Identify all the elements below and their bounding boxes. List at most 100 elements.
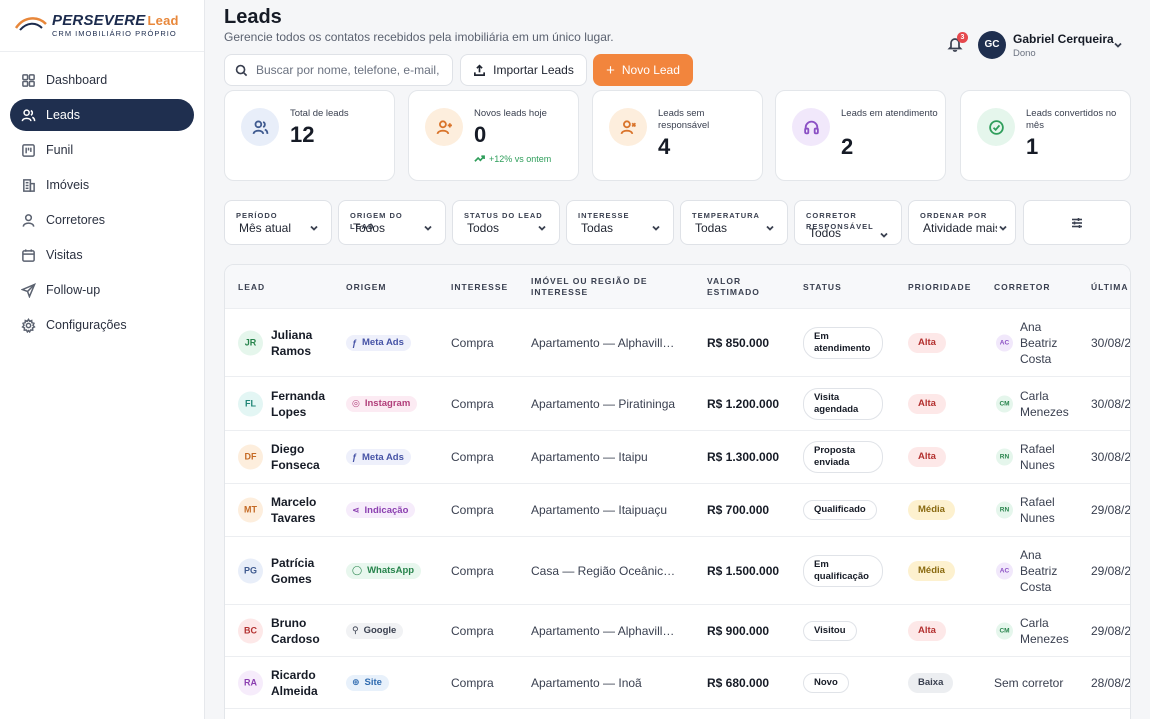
column-header-imovel[interactable]: Imóvel ou região de interesse [531,276,648,297]
estimated-value: R$ 700.000 [707,503,770,517]
filter-value: Todos [353,221,386,235]
filter-status[interactable]: Status do lead Todos [452,200,560,245]
sidebar-item-label: Leads [46,108,81,122]
filter-origem[interactable]: Origem do lead Todos [338,200,446,245]
headset-icon [792,108,830,146]
filter-interesse[interactable]: Interesse Todas [566,200,674,245]
lead-name[interactable]: Juliana Ramos [271,327,313,358]
sidebar-item-imoveis[interactable]: Imóveis [10,169,194,201]
stat-value: 12 [290,122,315,147]
table-row[interactable]: BC Bruno Cardoso ⚲ Google Compra Apartame… [225,605,1130,657]
chevron-down-icon[interactable] [1112,38,1124,50]
estimated-value: R$ 1.300.000 [707,450,780,464]
last-activity-date: 30/08/2024 [1091,335,1131,350]
user-x-icon [609,108,647,146]
priority-badge: Baixa [908,672,954,693]
filter-label: Período [236,211,278,220]
sidebar-item-label: Follow-up [46,283,101,297]
property: Apartamento — Itaipuaçu [531,503,668,517]
column-header-prioridade[interactable]: Prioridade [908,282,972,292]
new-lead-button[interactable]: + Novo Lead [593,54,693,86]
globe-icon: ⊕ [352,677,360,687]
column-header-ultima[interactable]: Última [1091,282,1129,292]
sidebar-item-leads[interactable]: Leads [10,99,194,131]
filter-value: Mês atual [239,221,292,235]
interest: Compra [451,503,494,517]
table-row[interactable]: MT Marcelo Tavares ⋖ Indicação Compra Apa… [225,484,1130,537]
broker-name: Sem corretor [994,675,1064,690]
broker-avatar: AC [996,562,1013,579]
page-title: Leads [224,6,282,28]
broker-name: Carla Menezes [1020,388,1069,419]
column-header-interesse[interactable]: Interesse [451,282,509,292]
leads-table: Lead Origem Interesse Imóvel ou região d… [224,264,1131,719]
column-header-lead[interactable]: Lead [238,282,266,292]
user-name[interactable]: Gabriel Cerqueira [1013,32,1114,46]
interest: Compra [451,335,494,350]
priority-badge: Média [908,500,955,520]
avatar[interactable]: GC [978,31,1006,59]
brand-name: PERSEVERE [52,12,146,30]
import-leads-label: Importar Leads [493,63,574,77]
source-badge: ƒ Meta Ads [346,449,411,465]
lead-name[interactable]: Marcelo Tavares [271,495,317,525]
user-plus-icon [425,108,463,146]
sidebar-item-visitas[interactable]: Visitas [10,239,194,271]
filter-ordenar[interactable]: Ordenar por Atividade mais recente [908,200,1016,245]
broker-avatar: RN [996,501,1013,519]
column-header-status[interactable]: Status [803,282,842,292]
filter-corretor[interactable]: Corretor responsável Todos [794,200,902,245]
search-icon: ⚲ [352,625,359,635]
brand-logo[interactable]: PERSEVERE Lead CRM IMOBILIÁRIO PRÓPRIO [0,0,204,52]
table-row[interactable]: DF Diego Fonseca ƒ Meta Ads Compra Aparta… [225,431,1130,484]
table-row[interactable]: JR Juliana Ramos ƒ Meta Ads Compra Aparta… [225,309,1131,377]
broker-name: Carla Menezes [1020,615,1069,646]
column-header-corretor[interactable]: Corretor [994,282,1051,292]
page-subtitle: Gerencie todos os contatos recebidos pel… [224,30,614,44]
stat-card-new-today: Novos leads hoje 0 +12% vs ontem [408,90,579,181]
status-badge: Proposta enviada [803,441,883,473]
filter-label: Corretor responsável [806,211,874,231]
sidebar-item-corretores[interactable]: Corretores [10,204,194,236]
table-row[interactable]: RA Ricardo Almeida ⊕ Site Compra Apartame… [225,657,1130,709]
sidebar-item-funil[interactable]: Funil [10,134,194,166]
filter-value: Todos [809,226,842,240]
chevron-down-icon [764,221,776,233]
lead-name[interactable]: Bruno Cardoso [271,615,320,646]
meta-icon: ƒ [352,452,358,462]
broker-name: Rafael Nunes [1020,442,1055,472]
notifications-button[interactable]: 3 [947,32,968,54]
instagram-icon: ◎ [352,398,360,408]
stat-card-in-service: Leads em atendimento 2 [775,90,946,181]
source-badge: ◯ WhatsApp [346,562,422,579]
avatar: DF [238,444,263,470]
chevron-down-icon [308,221,320,233]
notification-count-badge: 3 [957,32,968,43]
lead-name[interactable]: Diego Fonseca [271,442,320,472]
filter-periodo[interactable]: Período Mês atual [224,200,332,245]
lead-name[interactable]: Ricardo Almeida [271,667,318,698]
column-header-origem[interactable]: Origem [346,282,387,292]
advanced-filters-button[interactable] [1023,200,1131,245]
stat-trend: +12% vs ontem [474,153,551,164]
lead-name[interactable]: Fernanda Lopes [271,388,326,419]
broker-avatar: CM [996,622,1013,639]
last-activity-date: 29/08/2024 [1091,563,1131,578]
interest: Compra [451,675,494,690]
table-row[interactable]: PG Patrícia Gomes ◯ WhatsApp Compra Casa … [225,537,1131,605]
filter-temperatura[interactable]: Temperatura Todas [680,200,788,245]
table-header: Lead Origem Interesse Imóvel ou região d… [225,265,1130,309]
sidebar-item-follow-up[interactable]: Follow-up [10,274,194,306]
stat-card-total: Total de leads 12 [224,90,395,181]
sidebar-item-configuracoes[interactable]: Configurações [10,309,194,341]
table-row[interactable]: FL Fernanda Lopes ◎ Instagram Compra Apar… [225,377,1130,431]
sliders-icon [1072,217,1082,228]
interest: Compra [451,396,494,411]
search-input[interactable] [256,63,446,77]
sidebar-item-dashboard[interactable]: Dashboard [10,64,194,96]
import-leads-button[interactable]: Importar Leads [460,54,587,86]
lead-name[interactable]: Patrícia Gomes [271,555,315,586]
column-header-valor[interactable]: Valor estimado [707,276,760,297]
source-badge: ⚲ Google [346,622,404,639]
estimated-value: R$ 1.500.000 [707,563,780,578]
